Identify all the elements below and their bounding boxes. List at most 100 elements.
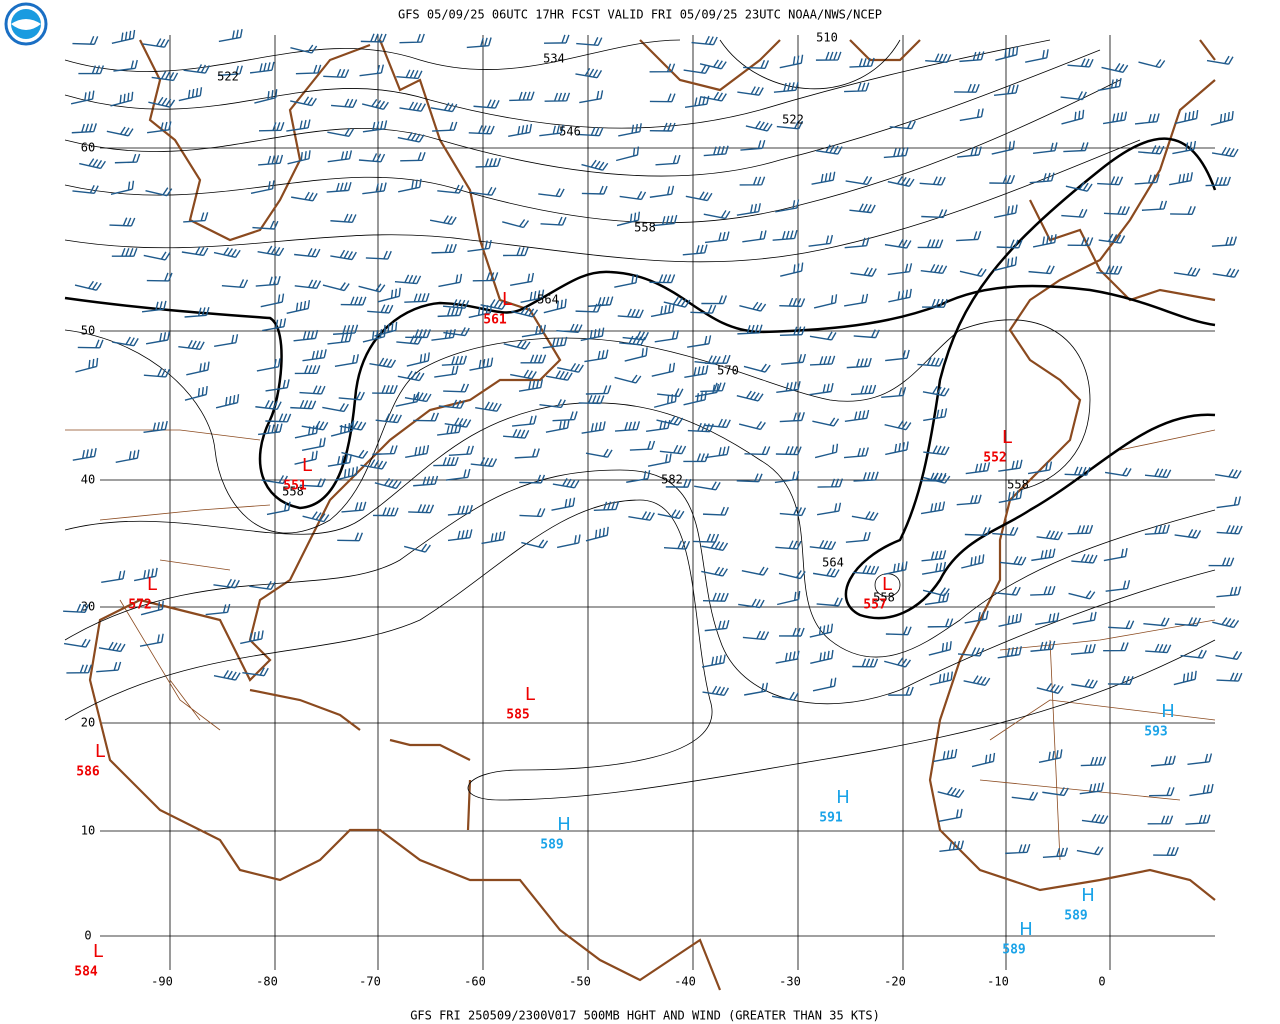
wind-barb [922,298,948,308]
wind-barb [954,83,980,93]
wind-barb [619,335,646,346]
wind-barb [215,394,240,409]
center-value: 572 [128,598,151,613]
wind-barb [852,658,879,668]
wind-barb [740,139,766,151]
wind-barb [249,580,276,590]
wind-barb [331,98,358,108]
wind-barb [929,671,954,686]
wind-barb [447,529,473,542]
wind-barb [145,331,171,345]
center-letter: L [525,684,535,705]
wind-barb [845,176,873,186]
wind-barb [374,477,402,490]
wind-barb [433,456,459,467]
wind-barb [539,124,564,137]
wind-barb [448,445,474,457]
wind-barb [359,64,385,77]
wind-barb [773,81,799,93]
wind-barb [693,533,720,543]
wind-barb [432,121,458,132]
wind-barb [481,531,506,545]
wind-barb [815,144,843,155]
wind-barb [816,597,843,607]
center-letter: L [95,741,105,762]
wind-barb [286,119,311,132]
wind-barb [294,279,322,290]
wind-barb [956,231,982,242]
wind-barb [687,335,712,348]
wind-barb [684,95,710,108]
wind-barb [404,293,430,303]
wind-barb [657,509,685,520]
wind-barb [361,98,389,110]
wind-barb [617,308,644,319]
wind-barb [816,502,842,516]
wind-barb [736,473,763,483]
wind-barb [744,446,771,456]
center-letter: L [882,574,892,595]
wind-barb [1071,678,1098,689]
wind-barb [475,401,502,412]
wind-barb [744,682,769,696]
wind-barb [252,220,279,230]
wind-barb [649,122,676,132]
wind-barb [403,543,431,553]
wind-barb [258,154,284,166]
center-value: 551 [283,479,307,494]
wind-barb [397,370,425,382]
wind-barb [1215,468,1242,479]
wind-barb [1097,77,1122,92]
wind-barb [358,283,386,293]
wind-barb [1097,176,1124,186]
wind-barb [322,403,349,413]
wind-barb [469,186,497,196]
wind-barb [703,145,729,157]
wind-barb [258,122,285,132]
wind-barb [917,239,944,249]
wind-barb [779,412,805,423]
wind-barb [921,561,947,575]
wind-barb [110,91,134,107]
wind-barb [66,664,92,674]
wind-barb [360,33,387,43]
wind-barb [575,67,603,79]
wind-barb [993,256,1018,272]
wind-barb [262,318,287,332]
wind-barb [989,174,1016,184]
wind-barb [1061,109,1085,125]
wind-barb [776,120,804,130]
wind-barb [510,272,535,287]
wind-barb [817,478,844,488]
wind-barb [652,214,678,227]
wind-barb [299,478,326,488]
wind-barb [971,752,996,768]
wind-barb [777,590,801,606]
wind-barb [923,445,950,456]
wind-barb [1064,466,1091,476]
wind-barb [703,210,731,220]
wind-barb [618,123,642,137]
wind-barb [114,153,141,164]
wind-barb [991,140,1015,155]
wind-barb [1038,749,1063,764]
center-value: 593 [1144,725,1167,740]
wind-barb [809,539,837,550]
wind-barb [628,511,655,521]
wind-barb [400,152,426,162]
wind-barb [614,374,642,384]
wind-barb [394,274,422,285]
longitude-label: -40 [674,975,696,989]
wind-barb [702,685,730,697]
wind-barb [998,613,1022,628]
wind-barb [79,158,106,170]
contour-label: 564 [537,293,559,307]
wind-barb [585,526,609,542]
wind-barb [186,361,210,376]
wind-barb [249,61,275,74]
wind-barb [250,180,275,194]
wind-barb [466,37,492,49]
wind-barb [72,447,97,461]
wind-barb [113,59,138,72]
wind-barb [682,244,708,256]
